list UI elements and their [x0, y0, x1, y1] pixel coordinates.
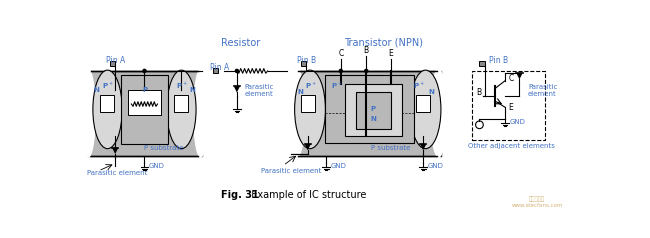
- Text: N: N: [189, 87, 195, 93]
- Polygon shape: [305, 144, 311, 150]
- Bar: [472, 71, 545, 140]
- Text: N: N: [428, 89, 434, 95]
- Text: Pin B: Pin B: [489, 56, 508, 65]
- FancyBboxPatch shape: [110, 61, 115, 66]
- Text: N: N: [370, 116, 376, 122]
- Ellipse shape: [167, 70, 196, 149]
- Text: P$^+$: P$^+$: [331, 81, 343, 91]
- Text: Pin B: Pin B: [297, 56, 316, 65]
- Bar: [326, 75, 414, 143]
- Text: N: N: [94, 87, 99, 93]
- Ellipse shape: [431, 69, 447, 157]
- Bar: [344, 84, 402, 136]
- Text: GND: GND: [149, 163, 165, 169]
- Text: Example of IC structure: Example of IC structure: [244, 190, 366, 200]
- Bar: [294, 71, 441, 156]
- Text: P$^+$: P$^+$: [176, 81, 187, 91]
- FancyBboxPatch shape: [480, 61, 485, 66]
- Text: C: C: [509, 74, 514, 83]
- Ellipse shape: [93, 70, 122, 149]
- Text: Parasitic element: Parasitic element: [261, 168, 321, 174]
- Text: P substrate: P substrate: [371, 145, 411, 151]
- Ellipse shape: [289, 69, 305, 157]
- Text: P: P: [142, 87, 147, 93]
- Text: Parasitic
element: Parasitic element: [528, 84, 557, 97]
- Polygon shape: [234, 86, 240, 93]
- Text: B: B: [476, 88, 481, 97]
- Bar: [127, 90, 161, 115]
- Text: GND: GND: [428, 163, 444, 169]
- Text: E: E: [509, 103, 514, 112]
- Text: P: P: [370, 106, 376, 112]
- Text: GND: GND: [331, 163, 346, 169]
- Text: Fig. 31: Fig. 31: [222, 190, 259, 200]
- Bar: [122, 75, 168, 144]
- Text: P substrate: P substrate: [144, 145, 183, 151]
- Text: Parasitic
element: Parasitic element: [244, 84, 274, 97]
- Circle shape: [143, 69, 146, 72]
- Polygon shape: [420, 144, 426, 150]
- Bar: [174, 95, 188, 112]
- Text: Transistor (NPN): Transistor (NPN): [344, 38, 422, 48]
- Bar: [301, 95, 315, 112]
- Ellipse shape: [294, 70, 326, 149]
- Text: GND: GND: [510, 119, 525, 125]
- Circle shape: [365, 69, 368, 72]
- Polygon shape: [516, 73, 523, 79]
- Text: Pin A: Pin A: [106, 56, 125, 65]
- Text: P$^+$: P$^+$: [305, 81, 317, 91]
- Text: E: E: [389, 49, 393, 58]
- Bar: [356, 92, 391, 129]
- Ellipse shape: [194, 69, 207, 157]
- Circle shape: [235, 69, 239, 72]
- Text: C: C: [338, 49, 343, 58]
- Text: Pin A: Pin A: [210, 63, 229, 72]
- Text: 电子发烧友
www.elecfans.com: 电子发烧友 www.elecfans.com: [512, 196, 563, 208]
- Polygon shape: [112, 148, 118, 154]
- FancyBboxPatch shape: [213, 68, 218, 73]
- Text: N: N: [297, 89, 303, 95]
- Text: Resistor: Resistor: [221, 38, 261, 48]
- Bar: [416, 95, 430, 112]
- Text: B: B: [363, 46, 369, 55]
- Text: P$^+$: P$^+$: [101, 81, 113, 91]
- Ellipse shape: [410, 70, 441, 149]
- Text: P$^+$: P$^+$: [413, 81, 424, 91]
- Bar: [100, 95, 114, 112]
- Ellipse shape: [81, 69, 95, 157]
- Text: Parasitic element: Parasitic element: [86, 170, 147, 176]
- Circle shape: [339, 69, 343, 72]
- FancyBboxPatch shape: [301, 61, 306, 66]
- Text: Other adjacent elements: Other adjacent elements: [468, 143, 554, 149]
- Bar: [86, 71, 202, 156]
